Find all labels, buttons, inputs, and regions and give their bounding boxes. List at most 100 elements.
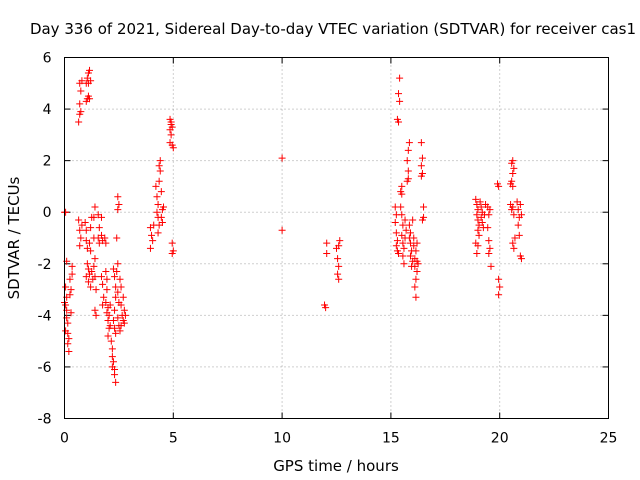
data-point [91, 255, 99, 263]
data-point [485, 249, 493, 257]
data-point [168, 249, 176, 257]
x-tick-label: 10 [273, 431, 291, 447]
data-point [484, 224, 492, 232]
data-point [99, 280, 107, 288]
data-point [395, 90, 403, 98]
data-point [66, 275, 74, 283]
data-point [95, 224, 103, 232]
data-point [104, 332, 112, 340]
data-point [103, 275, 111, 283]
data-point [154, 229, 162, 237]
data-point [115, 200, 123, 208]
data-point [473, 249, 481, 257]
data-point [509, 182, 517, 190]
data-point [146, 244, 154, 252]
data-point [119, 293, 127, 301]
data-point [108, 353, 116, 361]
data-point [84, 278, 92, 286]
data-point [91, 306, 99, 314]
data-point [66, 291, 74, 299]
data-point [323, 249, 331, 257]
data-point [392, 242, 400, 250]
data-point [158, 219, 166, 227]
data-point [76, 226, 84, 234]
data-point [474, 226, 482, 234]
data-point [75, 216, 83, 224]
data-point [156, 157, 164, 165]
data-point [335, 262, 343, 270]
data-point [88, 268, 96, 276]
data-point [399, 221, 407, 229]
data-point [67, 309, 75, 317]
x-tick-label: 5 [169, 431, 178, 447]
data-point [105, 311, 113, 319]
data-point [78, 77, 86, 85]
data-point [113, 268, 121, 276]
data-point [495, 291, 503, 299]
data-point [154, 200, 162, 208]
data-point [411, 283, 419, 291]
data-point [114, 288, 122, 296]
data-point [112, 293, 120, 301]
data-point [168, 239, 176, 247]
data-point [121, 311, 129, 319]
data-point [322, 304, 330, 312]
data-point [392, 229, 400, 237]
data-point [401, 216, 409, 224]
data-point [405, 221, 413, 229]
data-point [65, 347, 73, 355]
data-point [109, 317, 117, 325]
data-point [398, 190, 406, 198]
data-point [107, 337, 115, 345]
data-point [474, 242, 482, 250]
data-point [514, 206, 522, 214]
data-point [475, 231, 483, 239]
data-point [412, 293, 420, 301]
data-point [111, 273, 119, 281]
data-point [418, 216, 426, 224]
data-point [334, 270, 342, 278]
data-point [412, 247, 420, 255]
chart-title: Day 336 of 2021, Sidereal Day-to-day VTE… [30, 20, 636, 38]
data-point [75, 118, 83, 126]
data-point [87, 77, 95, 85]
data-point [103, 286, 111, 294]
data-point [404, 167, 412, 175]
data-point [90, 213, 98, 221]
data-point [509, 239, 517, 247]
data-point [478, 219, 486, 227]
data-point [106, 322, 114, 330]
data-point [87, 224, 95, 232]
data-point [495, 182, 503, 190]
y-tick-label: -2 [38, 257, 52, 273]
data-point [404, 175, 412, 183]
data-point [111, 371, 119, 379]
data-point [417, 162, 425, 170]
data-point [485, 211, 493, 219]
data-point [516, 200, 524, 208]
data-point [406, 229, 414, 237]
data-point [397, 203, 405, 211]
data-point [335, 242, 343, 250]
data-point [400, 260, 408, 268]
data-point [485, 237, 493, 245]
data-point [413, 268, 421, 276]
data-point [112, 329, 120, 337]
data-point [169, 144, 177, 152]
data-point [109, 358, 117, 366]
data-point [402, 226, 410, 234]
data-point [102, 239, 110, 247]
data-point [413, 239, 421, 247]
data-point [403, 157, 411, 165]
data-point [487, 262, 495, 270]
data-point [67, 286, 75, 294]
data-point [412, 275, 420, 283]
data-point [120, 319, 128, 327]
data-point [417, 139, 425, 147]
data-point [153, 193, 161, 201]
data-point [517, 211, 525, 219]
data-point [510, 164, 518, 172]
y-tick-label: -8 [38, 412, 52, 428]
data-point [117, 283, 125, 291]
